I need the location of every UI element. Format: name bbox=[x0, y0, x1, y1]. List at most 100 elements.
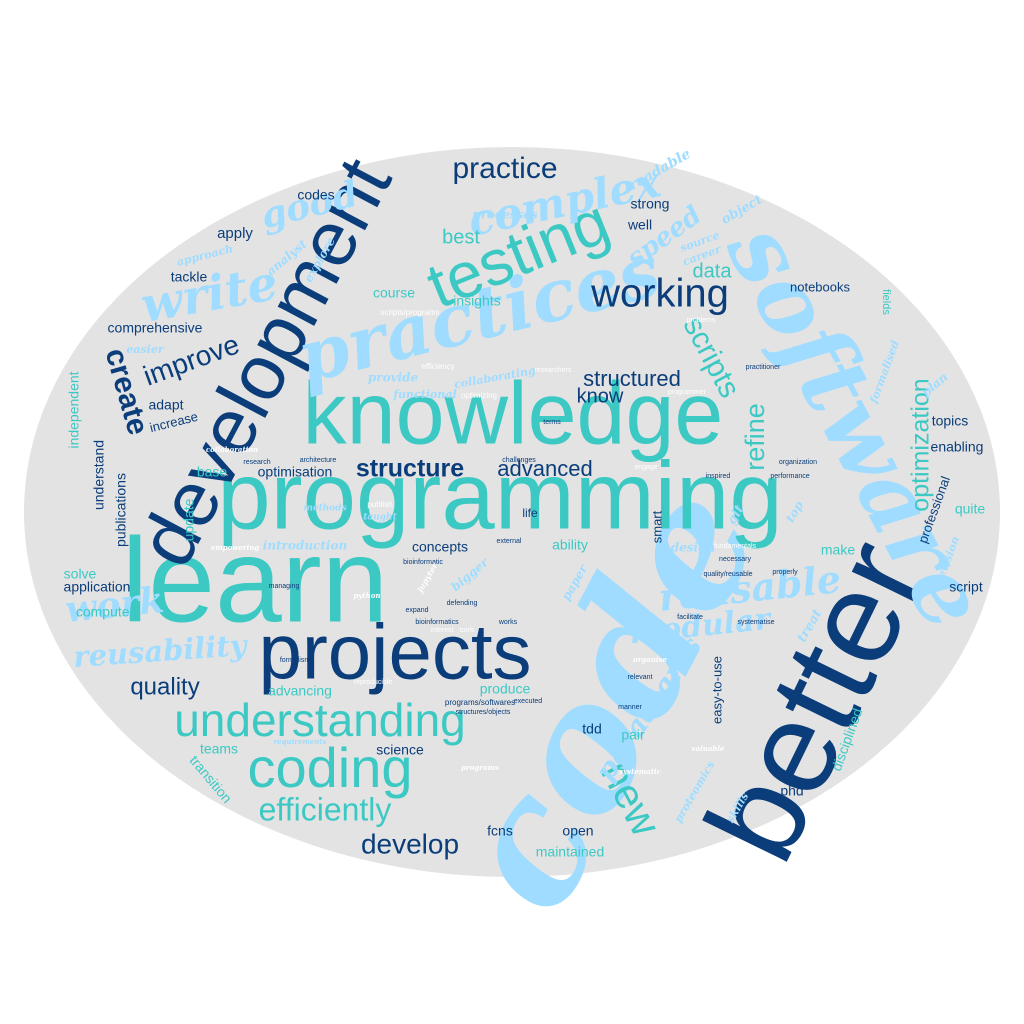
word-engage: engage bbox=[634, 464, 657, 471]
word-scripts-programs: scripts/programs bbox=[380, 308, 439, 317]
word-solve: solve bbox=[64, 566, 97, 582]
word-methods: methods bbox=[303, 504, 346, 514]
word-collaboration: collaboration bbox=[206, 445, 258, 454]
word-pair: pair bbox=[621, 727, 645, 743]
word-enabling: enabling bbox=[931, 439, 984, 455]
word-organise: organise bbox=[633, 655, 667, 664]
word-best: best bbox=[442, 226, 480, 248]
word-architecture: architecture bbox=[300, 457, 337, 464]
word-expand: expand bbox=[406, 607, 429, 614]
word-taught: taught bbox=[363, 513, 397, 523]
word-projects: projects bbox=[258, 608, 531, 696]
word-programs-softwares: programs/softwares bbox=[445, 698, 515, 707]
word-defending: defending bbox=[447, 600, 478, 607]
word-working: working bbox=[590, 272, 729, 316]
word-programmer: programmer bbox=[668, 389, 707, 396]
word-insights: insights bbox=[453, 293, 500, 309]
word-facilitate: facilitate bbox=[677, 614, 703, 621]
word-managing: managing bbox=[269, 583, 300, 590]
word-problems: problems bbox=[687, 317, 716, 324]
word-computer: computer bbox=[76, 604, 135, 620]
word-provide: provide bbox=[368, 371, 419, 385]
word-strong: strong bbox=[631, 196, 670, 212]
word-adapt: adapt bbox=[148, 397, 183, 413]
word-easier: easier bbox=[126, 343, 164, 356]
word-smart: smart bbox=[649, 510, 664, 543]
word-update: update bbox=[181, 498, 197, 541]
word-python: python bbox=[353, 591, 380, 600]
word-independent: independent bbox=[66, 371, 82, 448]
word-research: research bbox=[243, 459, 270, 466]
word-performance: performance bbox=[770, 473, 809, 480]
word-advanced: advanced bbox=[497, 456, 592, 481]
word-learn: learn bbox=[122, 514, 389, 648]
word-quality-reusable: quality/reusable bbox=[703, 571, 752, 578]
word-inspired: inspired bbox=[706, 473, 731, 480]
word-structures-objects: structures/objects bbox=[456, 709, 511, 716]
word-publications: publications bbox=[113, 473, 129, 547]
word-application: application bbox=[64, 579, 131, 595]
word-organization: organization bbox=[779, 459, 817, 466]
word-concepts: concepts bbox=[412, 539, 468, 555]
word-phd: phd bbox=[780, 783, 803, 799]
word-efficiency: efficiency bbox=[421, 362, 454, 371]
word-interest: interest bbox=[431, 627, 454, 634]
word-understand: understand bbox=[91, 440, 107, 510]
word-tackle: tackle bbox=[171, 269, 208, 285]
word-practitioner: practitioner bbox=[746, 364, 781, 371]
word-structured: structured bbox=[583, 366, 681, 391]
word-terms: terms bbox=[543, 419, 561, 426]
word-programs: programs bbox=[461, 763, 499, 772]
word-life: life bbox=[522, 506, 538, 520]
word-script: script bbox=[949, 579, 983, 595]
word-work: work bbox=[63, 579, 166, 631]
word-base: base bbox=[197, 464, 228, 480]
word-knowledge: knowledge bbox=[303, 363, 724, 462]
word-challenges: challenges bbox=[502, 457, 536, 464]
word-systematise: systematise bbox=[738, 619, 775, 626]
word-efficiently: efficiently bbox=[259, 791, 392, 827]
word-comprehensive: comprehensive bbox=[108, 320, 203, 336]
word-practice: practice bbox=[452, 152, 557, 185]
word-optimizing: optimizing bbox=[461, 391, 497, 400]
word-fundamentals: fundamentals bbox=[714, 543, 757, 550]
word-ability: ability bbox=[552, 537, 588, 553]
word-functional: functional bbox=[392, 388, 456, 401]
word-easy-to-use: easy-to-use bbox=[709, 656, 724, 724]
word-apply: apply bbox=[217, 225, 253, 242]
word-manner: manner bbox=[618, 704, 642, 711]
word-empowering: empowering bbox=[211, 543, 259, 552]
word-produce: produce bbox=[480, 681, 531, 697]
word-structure: structure bbox=[356, 455, 464, 483]
word-properly: properly bbox=[772, 569, 798, 576]
word-fields: fields bbox=[880, 289, 892, 315]
word-formalism: formalism bbox=[280, 657, 311, 664]
word-optimisation: optimisation bbox=[258, 464, 333, 480]
word-quality: quality bbox=[130, 673, 199, 700]
word-relevant: relevant bbox=[628, 674, 653, 681]
word-tools: tools bbox=[460, 627, 475, 634]
word-bioinformatic: bioinformatic bbox=[403, 559, 443, 566]
word-data: data bbox=[693, 260, 733, 282]
word-bioinformatics: bioinformatics bbox=[415, 619, 459, 626]
word-publish: publish bbox=[367, 500, 392, 509]
cloud-ellipse bbox=[24, 147, 1000, 877]
word-teams: teams bbox=[200, 741, 238, 757]
word-course: course bbox=[373, 285, 415, 301]
word-notebooks: notebooks bbox=[790, 279, 850, 294]
word-programming: programming bbox=[217, 442, 783, 549]
word-works: works bbox=[498, 619, 518, 626]
word-processes: processes bbox=[472, 208, 538, 222]
word-maintained: maintained bbox=[536, 844, 605, 860]
word-fcns: fcns bbox=[487, 823, 513, 839]
word-refine: refine bbox=[740, 403, 770, 471]
word-systematic: systematic bbox=[619, 767, 661, 776]
word-topics: topics bbox=[932, 413, 969, 429]
word-make: make bbox=[821, 542, 855, 558]
word-reproducible: reproducible bbox=[354, 679, 393, 686]
word-advancing: advancing bbox=[268, 683, 332, 699]
word-tdd: tdd bbox=[582, 721, 601, 737]
word-quite: quite bbox=[955, 501, 986, 517]
word-researchers: researchers bbox=[535, 367, 572, 374]
word-know: know bbox=[577, 385, 624, 407]
